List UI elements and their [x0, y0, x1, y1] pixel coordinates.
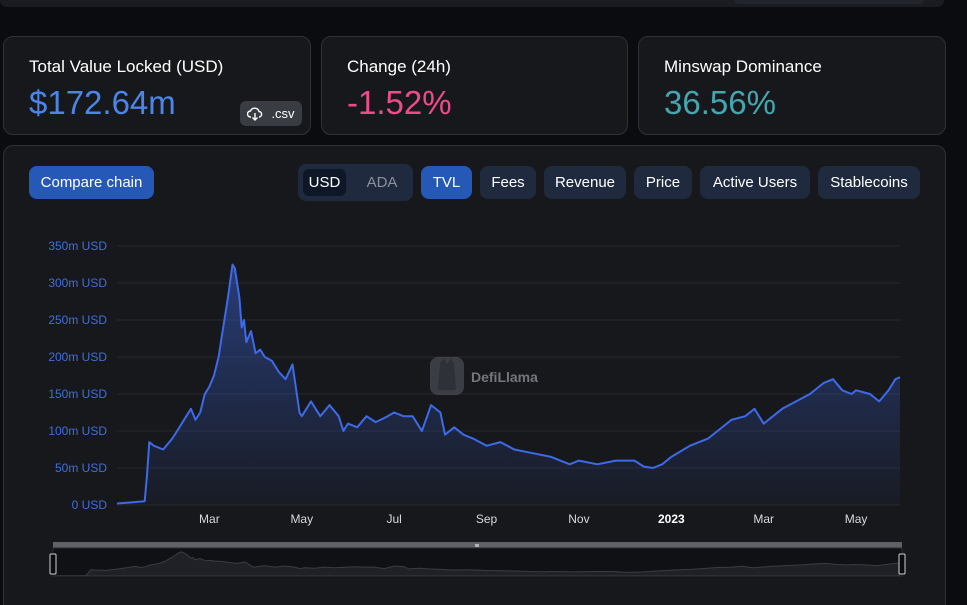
tvl-area — [117, 264, 900, 505]
watermark-text: DefiLlama — [471, 369, 538, 385]
metric-price-button[interactable]: Price — [634, 166, 692, 199]
change-label: Change (24h) — [347, 57, 451, 76]
download-cloud-icon — [247, 107, 263, 121]
y-tick-label: 350m USD — [48, 239, 107, 253]
x-tick-label: Mar — [199, 512, 220, 526]
defillama-watermark: DefiLlama — [430, 357, 538, 395]
compare-chain-button[interactable]: Compare chain — [29, 166, 154, 199]
y-tick-label: 300m USD — [48, 276, 107, 290]
currency-toggle: USD ADA — [298, 164, 413, 201]
y-tick-label: 200m USD — [48, 350, 107, 364]
metric-tvl-button[interactable]: TVL — [421, 166, 472, 199]
x-tick-label: Sep — [476, 512, 498, 526]
llama-logo-icon — [430, 357, 464, 395]
y-tick-label: 250m USD — [48, 313, 107, 327]
slider-handle-icon — [475, 544, 479, 547]
x-tick-label: 2023 — [658, 512, 685, 526]
currency-option-usd[interactable]: USD — [303, 169, 346, 196]
y-tick-label: 100m USD — [48, 424, 107, 438]
y-tick-label: 150m USD — [48, 387, 107, 401]
x-tick-label: May — [290, 512, 313, 526]
x-tick-label: Nov — [568, 512, 589, 526]
x-tick-label: May — [845, 512, 868, 526]
metric-active-users-button[interactable]: Active Users — [700, 166, 810, 199]
dominance-card: Minswap Dominance 36.56% — [638, 36, 946, 135]
range-slider-left-handle[interactable] — [49, 553, 57, 575]
change-value: -1.52% — [347, 84, 452, 121]
range-slider-right-handle[interactable] — [898, 553, 906, 575]
x-tick-label: Mar — [753, 512, 774, 526]
top-bar — [0, 0, 944, 7]
metric-stablecoins-button[interactable]: Stablecoins — [818, 166, 920, 199]
tvl-card: Total Value Locked (USD) $172.64m .csv — [3, 36, 311, 135]
metric-revenue-button[interactable]: Revenue — [544, 166, 626, 199]
tvl-label: Total Value Locked (USD) — [29, 57, 224, 76]
y-tick-label: 0 USD — [72, 498, 108, 512]
currency-option-ada[interactable]: ADA — [366, 174, 398, 191]
dominance-value: 36.56% — [664, 84, 776, 121]
y-tick-label: 50m USD — [55, 461, 107, 475]
metric-fees-button[interactable]: Fees — [480, 166, 536, 199]
tvl-line — [116, 263, 901, 505]
range-slider-preview — [55, 551, 900, 576]
x-tick-label: Jul — [386, 512, 401, 526]
range-slider[interactable] — [49, 542, 906, 577]
top-bar-search-edge — [734, 0, 924, 4]
download-csv-button[interactable]: .csv — [240, 101, 302, 126]
csv-label: .csv — [271, 106, 295, 121]
change-card: Change (24h) -1.52% — [321, 36, 628, 135]
chart-card — [3, 145, 946, 605]
tvl-value: $172.64m — [29, 84, 176, 121]
dominance-label: Minswap Dominance — [664, 57, 822, 76]
